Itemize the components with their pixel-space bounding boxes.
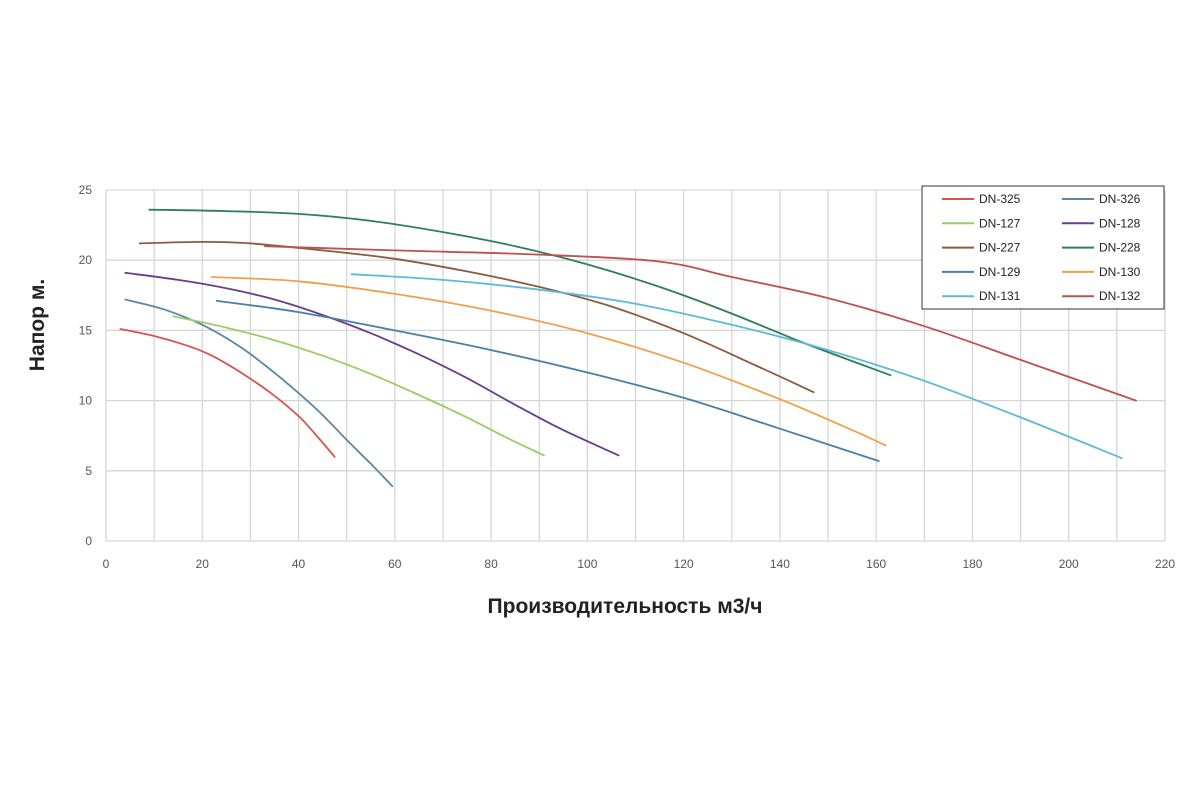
legend-label-dn-128: DN-128 (1099, 216, 1141, 230)
series-line-dn-228 (148, 208, 892, 377)
x-tick-label: 160 (866, 557, 886, 571)
legend-label-dn-132: DN-132 (1099, 289, 1141, 303)
legend: DN-325 DN-326 DN-127 DN-128 DN-227 DN-228 DN-1… (921, 185, 1165, 310)
y-tick-label: 15 (79, 323, 93, 337)
x-axis-title: Производительность м3/ч (488, 595, 763, 618)
legend-label-dn-227: DN-227 (979, 241, 1021, 255)
tick-labels: 0 20 40 60 80 100 120 140 160 180 200 220 0 5 10 15 20 25 (79, 183, 1176, 571)
x-tick-label: 140 (770, 557, 790, 571)
series-line-dn-130 (211, 276, 887, 447)
series-curves (119, 208, 1137, 488)
x-tick-label: 20 (196, 557, 210, 571)
x-tick-label: 180 (962, 557, 982, 571)
series-line-dn-127 (172, 315, 545, 457)
series-line-dn-131 (350, 273, 1123, 460)
series-line-dn-325 (119, 328, 336, 458)
y-axis-title: Напор м. (26, 279, 49, 371)
series-line-dn-227 (138, 240, 815, 394)
x-tick-label: 220 (1155, 557, 1175, 571)
series-line-dn-128 (124, 271, 620, 457)
x-tick-label: 80 (484, 557, 498, 571)
legend-label-dn-127: DN-127 (979, 216, 1021, 230)
legend-label-dn-129: DN-129 (979, 265, 1021, 279)
x-tick-label: 100 (577, 557, 597, 571)
x-tick-label: 60 (388, 557, 402, 571)
x-tick-label: 200 (1059, 557, 1079, 571)
y-tick-label: 25 (79, 183, 93, 197)
series-line-dn-326 (124, 298, 394, 488)
y-tick-label: 5 (85, 464, 92, 478)
legend-label-dn-228: DN-228 (1099, 241, 1141, 255)
legend-label-dn-130: DN-130 (1099, 265, 1141, 279)
x-tick-label: 120 (674, 557, 694, 571)
series-line-dn-129 (215, 300, 880, 462)
y-tick-label: 20 (79, 253, 93, 267)
x-tick-label: 40 (292, 557, 306, 571)
y-tick-label: 0 (85, 534, 92, 548)
y-tick-label: 10 (79, 394, 93, 408)
legend-label-dn-325: DN-325 (979, 192, 1021, 206)
legend-label-dn-131: DN-131 (979, 289, 1021, 303)
x-tick-label: 0 (103, 557, 110, 571)
series-line-dn-132 (264, 245, 1137, 402)
legend-label-dn-326: DN-326 (1099, 192, 1141, 206)
